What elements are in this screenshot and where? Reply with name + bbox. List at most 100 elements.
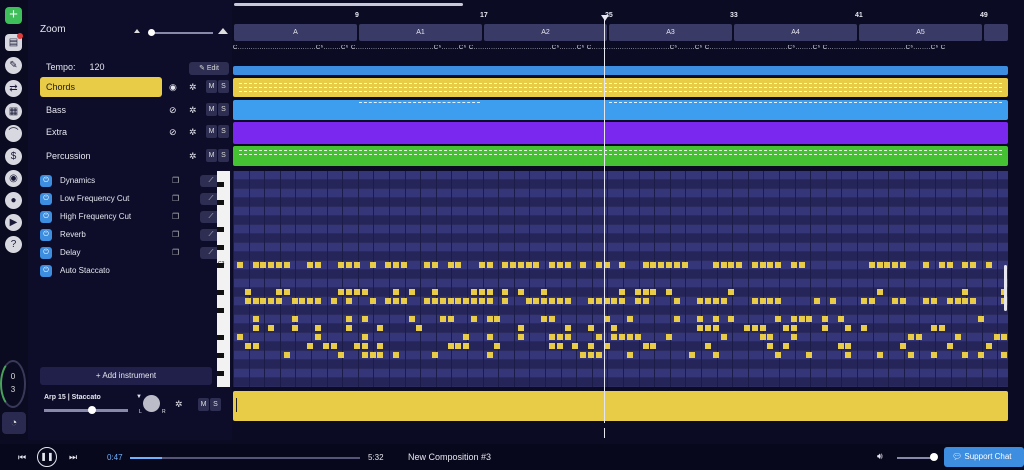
- note[interactable]: [439, 316, 446, 322]
- note[interactable]: [307, 298, 314, 304]
- note[interactable]: [338, 289, 345, 295]
- note[interactable]: [416, 325, 423, 331]
- note[interactable]: [346, 289, 353, 295]
- note[interactable]: [603, 316, 610, 322]
- note[interactable]: [268, 325, 275, 331]
- note[interactable]: [907, 352, 914, 358]
- note[interactable]: [775, 316, 782, 322]
- mute-button-percussion[interactable]: M: [206, 149, 217, 162]
- note[interactable]: [790, 316, 797, 322]
- grid-icon[interactable]: ▦: [5, 103, 22, 120]
- note[interactable]: [619, 289, 626, 295]
- note[interactable]: [244, 289, 251, 295]
- note[interactable]: [689, 352, 696, 358]
- note[interactable]: [572, 343, 579, 349]
- note[interactable]: [244, 298, 251, 304]
- note[interactable]: [338, 352, 345, 358]
- support-chat-button[interactable]: 💬︎ Support Chat: [944, 447, 1024, 467]
- eye-icon[interactable]: ◉: [169, 82, 177, 92]
- note[interactable]: [642, 262, 649, 268]
- note[interactable]: [588, 343, 594, 349]
- note[interactable]: [978, 316, 984, 322]
- youtube-icon[interactable]: ▶: [5, 214, 22, 231]
- automation-curve-icon[interactable]: ⟋: [200, 193, 222, 205]
- note[interactable]: [502, 289, 509, 295]
- solo-button-instrument[interactable]: S: [210, 398, 221, 411]
- note[interactable]: [658, 262, 665, 268]
- section-block[interactable]: A4: [734, 24, 857, 41]
- automation-curve-icon[interactable]: ⟋: [200, 229, 222, 241]
- note[interactable]: [790, 325, 797, 331]
- note[interactable]: [728, 262, 735, 268]
- black-key[interactable]: [217, 308, 224, 313]
- user-icon[interactable]: ◔: [2, 412, 26, 434]
- note[interactable]: [744, 325, 750, 331]
- section-block[interactable]: [984, 24, 1008, 41]
- note[interactable]: [892, 298, 899, 304]
- note[interactable]: [517, 334, 524, 340]
- note[interactable]: [627, 334, 633, 340]
- note[interactable]: [798, 316, 805, 322]
- note[interactable]: [759, 325, 766, 331]
- note[interactable]: [603, 343, 610, 349]
- note[interactable]: [619, 298, 626, 304]
- note[interactable]: [923, 298, 930, 304]
- note[interactable]: [829, 298, 836, 304]
- chevron-down-icon[interactable]: ▼: [136, 394, 142, 400]
- note[interactable]: [525, 262, 532, 268]
- note[interactable]: [315, 325, 321, 331]
- gear-icon[interactable]: ✲: [189, 105, 197, 115]
- solo-button-percussion[interactable]: S: [218, 149, 229, 162]
- note[interactable]: [237, 262, 243, 268]
- note[interactable]: [923, 262, 930, 268]
- edit-tempo-button[interactable]: ✎ Edit: [189, 62, 229, 75]
- note[interactable]: [369, 298, 376, 304]
- track-name-bass[interactable]: Bass: [46, 105, 67, 115]
- note[interactable]: [611, 334, 618, 340]
- zoom-slider[interactable]: [150, 32, 213, 34]
- note[interactable]: [775, 352, 782, 358]
- note[interactable]: [962, 289, 969, 295]
- playhead-line[interactable]: [604, 15, 605, 423]
- note[interactable]: [736, 262, 743, 268]
- skip-forward-icon[interactable]: ⏭: [69, 452, 78, 462]
- note[interactable]: [564, 298, 571, 304]
- instrument-volume-handle[interactable]: [88, 406, 96, 414]
- zoom-slider-handle[interactable]: [148, 29, 155, 36]
- note[interactable]: [767, 334, 774, 340]
- note[interactable]: [369, 352, 376, 358]
- note[interactable]: [822, 316, 828, 322]
- add-instrument-button[interactable]: + Add instrument: [40, 367, 212, 385]
- note[interactable]: [814, 298, 821, 304]
- note[interactable]: [455, 298, 462, 304]
- power-icon[interactable]: ⏻: [40, 175, 52, 187]
- note[interactable]: [276, 298, 282, 304]
- note[interactable]: [705, 343, 711, 349]
- note[interactable]: [783, 343, 789, 349]
- plus-icon[interactable]: +: [5, 7, 22, 24]
- note[interactable]: [455, 262, 462, 268]
- note[interactable]: [439, 298, 446, 304]
- note[interactable]: [424, 298, 431, 304]
- note[interactable]: [502, 262, 509, 268]
- note[interactable]: [291, 325, 298, 331]
- percussion-lane[interactable]: [233, 146, 1008, 166]
- mute-button-bass[interactable]: M: [206, 103, 217, 116]
- note[interactable]: [767, 298, 774, 304]
- note[interactable]: [868, 298, 875, 304]
- note[interactable]: [549, 316, 555, 322]
- note[interactable]: [564, 262, 571, 268]
- note[interactable]: [486, 289, 493, 295]
- pencil-icon[interactable]: ✎: [5, 57, 22, 74]
- instrument-region[interactable]: [233, 391, 1008, 421]
- note[interactable]: [517, 262, 524, 268]
- note[interactable]: [556, 262, 563, 268]
- note[interactable]: [478, 289, 485, 295]
- note[interactable]: [673, 262, 680, 268]
- track-name-extra[interactable]: Extra: [46, 127, 68, 137]
- effect-row-low-cut[interactable]: ⏻ Low Frequency Cut ❐ ⟋: [40, 193, 230, 207]
- note[interactable]: [237, 334, 243, 340]
- note[interactable]: [634, 289, 641, 295]
- note[interactable]: [759, 298, 766, 304]
- note[interactable]: [751, 262, 758, 268]
